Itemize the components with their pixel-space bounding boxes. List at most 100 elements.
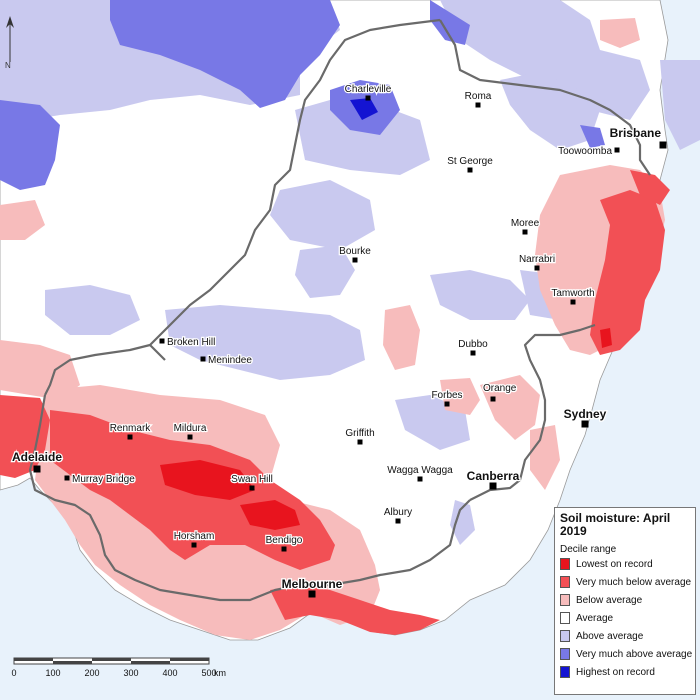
scale-tick-label: 100 bbox=[45, 668, 60, 678]
city-marker-icon bbox=[475, 102, 481, 108]
city-marker-icon bbox=[659, 141, 667, 149]
legend-title: Soil moisture: April 2019 bbox=[560, 511, 671, 538]
city-marker-icon bbox=[581, 420, 589, 428]
city-marker-icon bbox=[249, 485, 255, 491]
city-label: Murray Bridge bbox=[72, 474, 135, 485]
legend-swatch bbox=[560, 630, 570, 642]
city-marker-icon bbox=[64, 475, 70, 481]
city-griffith: Griffith bbox=[344, 427, 376, 445]
legend-item: Lowest on record bbox=[560, 555, 690, 573]
city-canberra: Canberra bbox=[465, 468, 521, 490]
city-roma: Roma bbox=[463, 90, 493, 108]
city-label: Renmark bbox=[110, 423, 152, 434]
city-marker-icon bbox=[281, 546, 287, 552]
legend-label: Below average bbox=[576, 594, 643, 606]
city-murray-bridge: Murray Bridge bbox=[64, 473, 136, 486]
city-marker-icon bbox=[357, 439, 363, 445]
city-orange: Orange bbox=[482, 382, 518, 402]
city-marker-icon bbox=[444, 401, 450, 407]
cities: Charleville Roma Brisbane Toowoomba St Georg… bbox=[11, 83, 667, 598]
legend-swatch bbox=[560, 594, 570, 606]
city-label: Melbourne bbox=[282, 577, 343, 591]
city-marker-icon bbox=[308, 590, 316, 598]
legend-item: Average bbox=[560, 609, 690, 627]
city-label: Adelaide bbox=[12, 450, 62, 464]
legend-item: Very much above average bbox=[560, 645, 693, 663]
city-marker-icon bbox=[570, 299, 576, 305]
legend-item: Highest on record bbox=[560, 663, 690, 681]
city-marker-icon bbox=[614, 147, 620, 153]
city-swan-hill: Swan Hill bbox=[230, 473, 274, 491]
city-label: Horsham bbox=[174, 531, 215, 542]
city-narrabri: Narrabri bbox=[518, 253, 556, 271]
city-label: Charleville bbox=[345, 84, 392, 95]
legend-item: Very much below average bbox=[560, 573, 691, 591]
city-broken-hill: Broken Hill bbox=[159, 336, 217, 349]
city-label: Wagga Wagga bbox=[387, 465, 453, 476]
city-label: Bendigo bbox=[266, 535, 303, 546]
city-marker-icon bbox=[159, 338, 165, 344]
city-label: St George bbox=[447, 156, 493, 167]
north-arrow-icon: N bbox=[5, 16, 14, 70]
highest-on-record-areas bbox=[350, 98, 378, 120]
city-label: Forbes bbox=[431, 390, 462, 401]
city-label: Dubbo bbox=[458, 339, 488, 350]
legend-label: Above average bbox=[576, 630, 644, 642]
city-marker-icon bbox=[191, 542, 197, 548]
city-moree: Moree bbox=[510, 217, 541, 235]
scale-unit: km bbox=[214, 668, 226, 678]
scale-tick-label: 400 bbox=[162, 668, 177, 678]
city-label: Broken Hill bbox=[167, 337, 215, 348]
city-adelaide: Adelaide bbox=[11, 449, 64, 473]
legend-swatch bbox=[560, 648, 570, 660]
city-forbes: Forbes bbox=[430, 389, 464, 407]
lowest-on-record-areas bbox=[160, 328, 612, 530]
city-marker-icon bbox=[33, 465, 41, 473]
scale-bar: 0 100 200 300 400 500 km bbox=[11, 657, 226, 678]
city-dubbo: Dubbo bbox=[457, 338, 489, 356]
city-label: Albury bbox=[384, 507, 412, 518]
legend-item: Above average bbox=[560, 627, 690, 645]
city-label: Toowoomba bbox=[558, 146, 612, 157]
city-bourke: Bourke bbox=[338, 245, 373, 263]
scale-tick-label: 300 bbox=[123, 668, 138, 678]
city-melbourne: Melbourne bbox=[280, 576, 344, 598]
city-label: Narrabri bbox=[519, 254, 555, 265]
legend-label: Very much above average bbox=[576, 648, 693, 660]
state-borders bbox=[28, 18, 651, 602]
city-charleville: Charleville bbox=[343, 83, 393, 101]
legend-subtitle: Decile range bbox=[560, 544, 617, 555]
scale-tick-label: 200 bbox=[84, 668, 99, 678]
legend-label: Highest on record bbox=[576, 666, 655, 678]
north-label: N bbox=[5, 61, 11, 70]
city-sydney: Sydney bbox=[562, 406, 608, 428]
legend-items: Lowest on record Very much below average B… bbox=[560, 555, 693, 681]
city-marker-icon bbox=[470, 350, 476, 356]
legend: Soil moisture: April 2019 Decile range L… bbox=[554, 507, 696, 695]
city-marker-icon bbox=[489, 482, 497, 490]
city-label: Brisbane bbox=[610, 126, 662, 140]
city-marker-icon bbox=[534, 265, 540, 271]
legend-swatch bbox=[560, 612, 570, 624]
legend-label: Lowest on record bbox=[576, 558, 653, 570]
city-wagga-wagga: Wagga Wagga bbox=[386, 464, 454, 482]
city-marker-icon bbox=[127, 434, 133, 440]
city-renmark: Renmark bbox=[108, 422, 153, 440]
city-label: Moree bbox=[511, 218, 540, 229]
city-horsham: Horsham bbox=[172, 530, 216, 548]
scale-tick-label: 500 bbox=[201, 668, 216, 678]
legend-swatch bbox=[560, 558, 570, 570]
city-albury: Albury bbox=[383, 506, 413, 524]
city-label: Roma bbox=[465, 91, 492, 102]
legend-swatch bbox=[560, 666, 570, 678]
city-mildura: Mildura bbox=[172, 422, 208, 440]
city-label: Mildura bbox=[174, 423, 207, 434]
city-label: Griffith bbox=[345, 428, 374, 439]
city-tamworth: Tamworth bbox=[550, 287, 596, 305]
city-bendigo: Bendigo bbox=[264, 534, 304, 552]
city-toowoomba: Toowoomba bbox=[557, 145, 620, 158]
city-label: Menindee bbox=[208, 355, 252, 366]
city-marker-icon bbox=[395, 518, 401, 524]
legend-label: Average bbox=[576, 612, 614, 624]
